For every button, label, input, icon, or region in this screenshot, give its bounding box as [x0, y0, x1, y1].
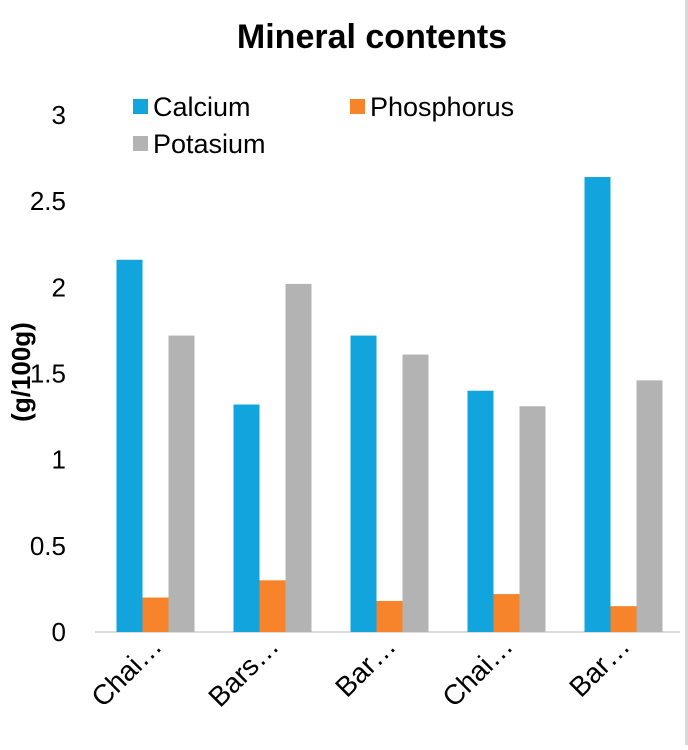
- legend-swatch-potasium: [133, 136, 148, 151]
- x-tick-label: Bars…: [202, 630, 284, 712]
- x-tick-label: Bar…: [329, 630, 402, 703]
- y-tick-label: 2: [52, 272, 66, 302]
- bar-potasium-3: [519, 406, 546, 632]
- chart-title: Mineral contents: [237, 18, 507, 56]
- legend-label-potasium: Potasium: [153, 129, 266, 159]
- bar-calcium-4: [584, 177, 611, 633]
- bar-potasium-1: [285, 283, 312, 632]
- bar-calcium-2: [350, 335, 377, 632]
- y-tick-label: 3: [52, 100, 66, 130]
- x-tick-label: Bar…: [563, 630, 636, 703]
- bar-potasium-4: [636, 380, 663, 632]
- bar-calcium-1: [233, 404, 260, 632]
- legend-label-phosphorus: Phosphorus: [370, 92, 514, 122]
- frame-edge: [685, 0, 688, 745]
- legend-label-calcium: Calcium: [153, 92, 251, 122]
- y-tick-label: 2.5: [30, 186, 66, 216]
- y-tick-label: 1: [52, 445, 66, 475]
- bar-phosphorus-3: [493, 594, 520, 632]
- y-axis-label: (g/100g): [6, 322, 36, 422]
- bar-calcium-0: [116, 259, 143, 632]
- legend-swatch-calcium: [133, 99, 148, 114]
- x-tick-label: Chai…: [436, 630, 518, 712]
- bar-phosphorus-4: [610, 606, 637, 632]
- x-tick-label: Chai…: [85, 630, 167, 712]
- bar-phosphorus-1: [259, 580, 286, 632]
- y-tick-label: 0.5: [30, 531, 66, 561]
- legend-swatch-phosphorus: [350, 99, 365, 114]
- bar-potasium-0: [168, 335, 195, 632]
- bar-potasium-2: [402, 354, 429, 632]
- bar-calcium-3: [467, 390, 494, 632]
- y-tick-label: 0: [52, 617, 66, 647]
- bar-phosphorus-2: [376, 600, 403, 632]
- bar-phosphorus-0: [142, 597, 169, 632]
- y-tick-label: 1.5: [30, 359, 66, 389]
